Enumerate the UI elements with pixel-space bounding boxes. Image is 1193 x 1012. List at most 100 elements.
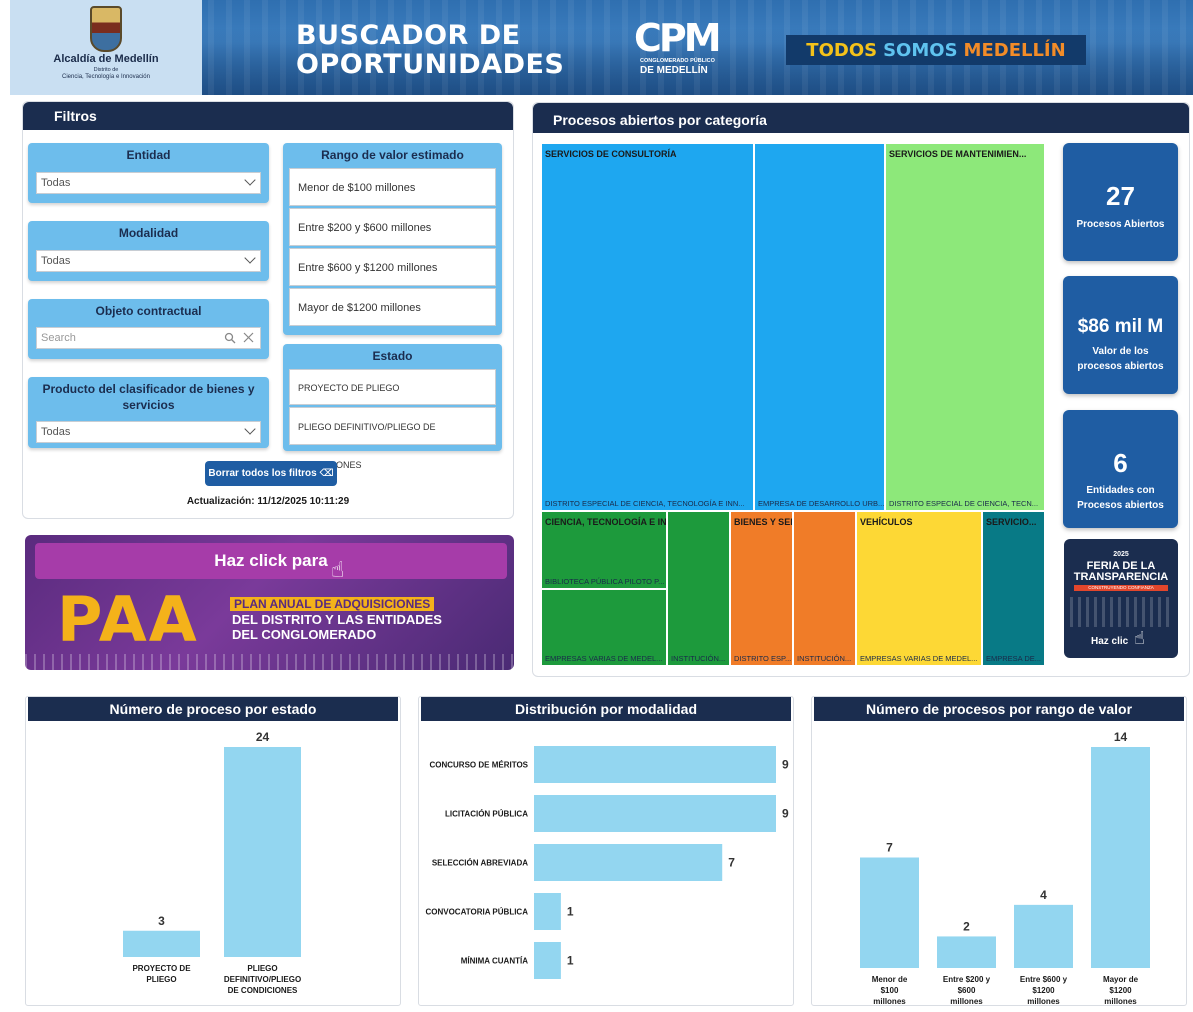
chevron-down-icon — [244, 174, 256, 186]
treemap-tile[interactable]: VEHÍCULOS EMPRESAS VARIAS DE MEDEL... — [856, 511, 982, 666]
treemap-tile[interactable]: EMPRESA DE DESARROLLO URB... — [754, 143, 885, 511]
entidad-dropdown[interactable]: Todas — [36, 172, 261, 194]
data-label: 3 — [158, 914, 165, 928]
category-label: SELECCIÓN ABREVIADA — [432, 859, 528, 868]
bar — [534, 893, 561, 930]
category-label: DE CONDICIONES — [228, 986, 298, 995]
chart-estado-title: Número de proceso por estado — [28, 697, 398, 721]
rango-filter: Rango de valor estimado Menor de $100 mi… — [283, 143, 502, 335]
category-treemap: SERVICIOS DE CONSULTORÍA DISTRITO ESPECIA… — [541, 143, 1045, 666]
data-label: 1 — [567, 905, 574, 919]
bar — [1091, 747, 1150, 968]
estado-filter: Estado PROYECTO DE PLIEGO PLIEGO DEFINIT… — [283, 344, 502, 470]
chart-modalidad-title: Distribución por modalidad — [421, 697, 791, 721]
slogan-badge: TODOS SOMOS MEDELLÍN — [786, 35, 1086, 65]
category-label: millones — [873, 997, 906, 1006]
rango-option-4[interactable]: Mayor de $1200 millones — [289, 288, 496, 326]
modalidad-dropdown[interactable]: Todas — [36, 250, 261, 272]
category-label: Entre $200 y — [943, 975, 991, 984]
data-label: 7 — [728, 856, 735, 870]
data-label: 24 — [256, 730, 270, 744]
estado-option-2[interactable]: PLIEGO DEFINITIVO/PLIEGO DE CONDICIONES — [289, 407, 496, 470]
category-label: $600 — [958, 986, 976, 995]
category-title: Procesos abiertos por categoría — [533, 103, 1189, 133]
treemap-tile[interactable]: BIENES Y SERVICIOS D...DISTRITO ESP... — [730, 511, 793, 666]
producto-dropdown[interactable]: Todas — [36, 421, 261, 443]
paa-click-bar[interactable]: Haz click para ☝ — [35, 543, 507, 582]
chevron-down-icon — [244, 252, 256, 264]
producto-filter: Producto del clasificador de bienes y se… — [28, 377, 269, 448]
treemap-tile[interactable]: INSTITUCIÓN... — [667, 511, 730, 666]
treemap-tile[interactable]: SERVICIOS DE MANTENIMIEN... DISTRITO ESPE… — [885, 143, 1045, 511]
chart-estado: 3 PROYECTO DE PLIEGO 24 PLIEGO DEFINITIVO/PLI… — [123, 730, 301, 995]
entidad-filter: Entidad Todas — [28, 143, 269, 203]
kpi-valor-procesos: $86 mil M Valor de los procesos abiertos — [1063, 276, 1178, 394]
category-label: Menor de — [872, 975, 908, 984]
category-label: CONCURSO DE MÉRITOS — [429, 761, 528, 770]
data-label: 9 — [782, 758, 789, 772]
bar — [123, 930, 200, 957]
category-label: millones — [1104, 997, 1137, 1006]
treemap-tile[interactable]: SERVICIOS DE CONSULTORÍA DISTRITO ESPECIA… — [541, 143, 754, 511]
category-label: $1200 — [1032, 986, 1055, 995]
category-label: $1200 — [1109, 986, 1132, 995]
chevron-down-icon — [244, 423, 256, 435]
data-label: 1 — [567, 954, 574, 968]
bar — [937, 936, 996, 968]
data-label: 14 — [1114, 730, 1128, 744]
banner-title-line1: BUSCADOR DE — [296, 20, 521, 51]
filters-title: Filtros — [23, 102, 513, 130]
kpi-entidades: 6 Entidades con Procesos abiertos — [1063, 410, 1178, 528]
objeto-filter: Objeto contractual Search — [28, 299, 269, 359]
category-label: $100 — [881, 986, 899, 995]
category-label: DEFINITIVO/PLIEGO — [224, 975, 301, 984]
category-label: Mayor de — [1103, 975, 1139, 984]
alcaldia-logo: Alcaldía de Medellín Distrito de Ciencia… — [10, 0, 202, 95]
category-label: millones — [1027, 997, 1060, 1006]
hand-click-icon: ☝ — [1134, 628, 1145, 648]
clear-filters-button[interactable]: Borrar todos los filtros ⌫ — [205, 461, 337, 486]
treemap-tile[interactable]: CIENCIA, TECNOLOGÍA E INNOVACI...BIBLIOT… — [541, 511, 667, 589]
cpm-logo: CPM CONGLOMERADO PÚBLICO DE MEDELLÍN — [634, 16, 722, 76]
clear-icon[interactable] — [243, 332, 254, 343]
chart-rango-panel: Número de procesos por rango de valor 7 M… — [811, 696, 1187, 1006]
data-label: 4 — [1040, 888, 1047, 902]
category-label: PROYECTO DE — [132, 964, 191, 973]
bar — [534, 942, 561, 979]
category-label: CONVOCATORIA PÚBLICA — [425, 908, 528, 917]
city-skyline — [1070, 597, 1172, 627]
rango-option-3[interactable]: Entre $600 y $1200 millones — [289, 248, 496, 286]
bar — [534, 795, 776, 832]
city-skyline — [25, 654, 514, 670]
data-label: 2 — [963, 919, 970, 933]
category-label: PLIEGO — [146, 975, 176, 984]
rango-option-2[interactable]: Entre $200 y $600 millones — [289, 208, 496, 246]
rango-option-1[interactable]: Menor de $100 millones — [289, 168, 496, 206]
category-label: PLIEGO — [247, 964, 277, 973]
last-update-text: Actualización: 11/12/2025 10:11:29 — [186, 496, 350, 507]
banner-title-line2: OPORTUNIDADES — [296, 49, 565, 80]
chart-rango: 7 Menor de $100 millones 2 Entre $200 y $600 mi… — [860, 730, 1150, 1006]
paa-banner[interactable]: Haz click para ☝ PAA PLAN ANUAL DE ADQUI… — [25, 535, 514, 670]
category-label: millones — [950, 997, 983, 1006]
treemap-tile[interactable]: EMPRESAS VARIAS DE MEDEL... — [541, 589, 667, 666]
estado-option-1[interactable]: PROYECTO DE PLIEGO — [289, 369, 496, 405]
treemap-tile[interactable]: SERVICIO... EMPRESA DE... — [982, 511, 1045, 666]
bar — [860, 857, 919, 968]
treemap-tile[interactable]: INSTITUCIÓN... — [793, 511, 856, 666]
feria-transparencia-button[interactable]: 2025 FERIA DE LA TRANSPARENCIA CONSTRUYE… — [1064, 539, 1178, 658]
hand-click-icon: ☝ — [331, 557, 345, 582]
objeto-search-input[interactable]: Search — [36, 327, 261, 349]
bar — [1014, 904, 1073, 968]
kpi-procesos-abiertos: 27 Procesos Abiertos — [1063, 143, 1178, 261]
bar — [224, 747, 301, 957]
category-label: LICITACIÓN PÚBLICA — [445, 810, 528, 819]
coat-of-arms-icon — [90, 6, 122, 52]
search-icon[interactable] — [224, 332, 236, 344]
category-label: MÍNIMA CUANTÍA — [461, 957, 528, 966]
data-label: 7 — [886, 841, 893, 855]
data-label: 9 — [782, 807, 789, 821]
category-label: Entre $600 y — [1020, 975, 1068, 984]
chart-rango-title: Número de procesos por rango de valor — [814, 697, 1184, 721]
modalidad-filter: Modalidad Todas — [28, 221, 269, 281]
